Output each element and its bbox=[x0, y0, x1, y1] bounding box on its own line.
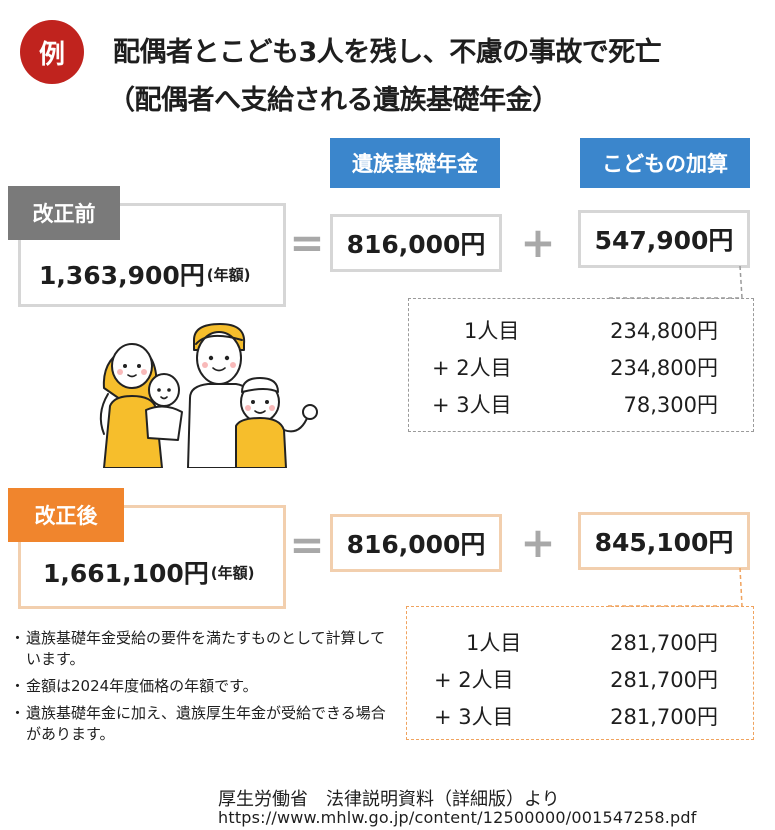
after-breakdown-box bbox=[406, 606, 754, 740]
page-subtitle: （配偶者へ支給される遺族基礎年金） bbox=[108, 85, 559, 116]
page-title: 配偶者とこども3人を残し、不慮の事故で死亡 bbox=[113, 37, 662, 68]
column-header-basic-pension: 遺族基礎年金 bbox=[330, 138, 500, 188]
after-plus-sign: + bbox=[520, 518, 556, 567]
before-tab: 改正前 bbox=[8, 186, 120, 240]
before-child-1-value: 234,800円 bbox=[610, 319, 718, 343]
after-child-3-label: + 3人目 bbox=[434, 705, 514, 729]
before-breakdown-box bbox=[408, 298, 754, 432]
note-item: 金額は2024年度価格の年額です。 bbox=[10, 676, 386, 697]
before-child-3-value: 78,300円 bbox=[623, 393, 718, 417]
after-equals-sign: = bbox=[289, 520, 325, 569]
before-basic-value: 816,000円 bbox=[346, 230, 486, 259]
before-child-2-label: + 2人目 bbox=[432, 356, 512, 380]
after-addition-box: 845,100円 bbox=[578, 512, 750, 570]
before-equals-sign: = bbox=[289, 218, 325, 267]
before-total-note: (年額) bbox=[206, 265, 251, 284]
before-basic-box: 816,000円 bbox=[330, 214, 502, 272]
after-child-3-value: 281,700円 bbox=[610, 705, 718, 729]
before-child-3-label: + 3人目 bbox=[432, 393, 512, 417]
before-plus-sign: + bbox=[520, 218, 556, 267]
source-url[interactable]: https://www.mhlw.go.jp/content/12500000/… bbox=[218, 808, 697, 827]
after-child-2-value: 281,700円 bbox=[610, 668, 718, 692]
after-total-note: (年額) bbox=[210, 563, 255, 582]
before-child-1-label: 1人目 bbox=[464, 319, 520, 343]
column-header-child-addition: こどもの加算 bbox=[580, 138, 750, 188]
after-child-1-value: 281,700円 bbox=[610, 631, 718, 655]
before-total-box: 1,363,900円 (年額) bbox=[18, 203, 286, 307]
after-child-2-label: + 2人目 bbox=[434, 668, 514, 692]
after-callout-connector bbox=[608, 568, 743, 607]
family-illustration bbox=[99, 323, 318, 468]
after-basic-box: 816,000円 bbox=[330, 514, 502, 572]
after-total-value: 1,661,100円 bbox=[43, 559, 209, 588]
before-total-value: 1,363,900円 bbox=[39, 261, 205, 290]
after-tab: 改正後 bbox=[8, 488, 124, 542]
after-addition-value: 845,100円 bbox=[594, 528, 734, 557]
note-item: 遺族基礎年金に加え、遺族厚生年金が受給できる場合があります。 bbox=[10, 703, 386, 745]
notes-list: 遺族基礎年金受給の要件を満たすものとして計算しています。 金額は2024年度価格… bbox=[10, 628, 386, 745]
before-addition-value: 547,900円 bbox=[594, 226, 734, 255]
before-child-2-value: 234,800円 bbox=[610, 356, 718, 380]
note-item: 遺族基礎年金受給の要件を満たすものとして計算しています。 bbox=[10, 628, 386, 670]
after-child-1-label: 1人目 bbox=[466, 631, 522, 655]
after-basic-value: 816,000円 bbox=[346, 530, 486, 559]
example-badge: 例 bbox=[20, 20, 84, 84]
source-text: 厚生労働省 法律説明資料（詳細版）より bbox=[218, 789, 560, 810]
before-addition-box: 547,900円 bbox=[578, 210, 750, 268]
before-callout-connector bbox=[608, 266, 743, 299]
